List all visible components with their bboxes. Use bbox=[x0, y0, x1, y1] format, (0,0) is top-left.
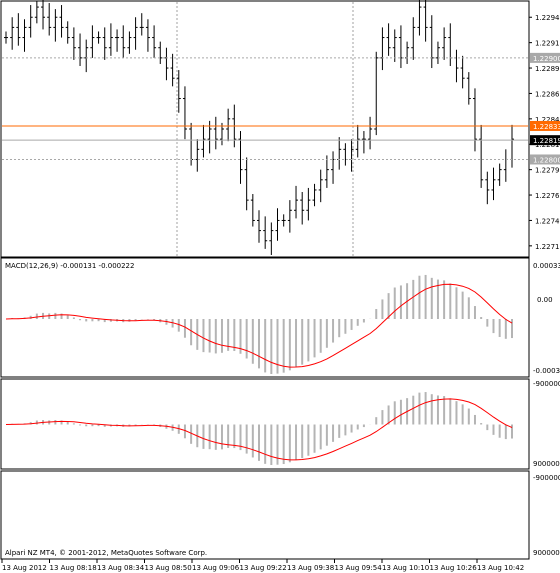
macd-scale-mid: 0.00 bbox=[537, 296, 553, 304]
price-tick-label: 1.22740 bbox=[535, 217, 560, 225]
price-tick-label: 1.22865 bbox=[535, 90, 560, 98]
macd-histogram bbox=[11, 274, 513, 374]
main-price-panel[interactable] bbox=[0, 0, 530, 258]
time-axis: 13 Aug 2012 13 Aug 08:18 13 Aug 08:34 13 Au… bbox=[1, 559, 524, 572]
time-tick-label: 13 Aug 09:38 bbox=[287, 564, 334, 572]
macd-signal-line bbox=[5, 283, 513, 368]
time-tick-label: 13 Aug 2012 bbox=[2, 564, 47, 572]
price-levels bbox=[2, 57, 528, 160]
time-tick-label: 13 Aug 10:42 bbox=[477, 564, 524, 572]
grey-lower-price-label: 1.22800 bbox=[533, 156, 560, 164]
price-tick-label: 1.22890 bbox=[535, 65, 560, 73]
price-axis: 1.229401.229151.228901.228651.228401.228… bbox=[529, 14, 560, 251]
orange-price-box bbox=[530, 120, 560, 131]
indicator3-panel[interactable] bbox=[0, 470, 530, 560]
macd-scale-top: 0.00033 bbox=[533, 262, 560, 270]
price-tick-label: 1.22715 bbox=[535, 243, 560, 251]
grey-upper-price-label: 1.22900 bbox=[533, 55, 560, 63]
time-tick-label: 13 Aug 09:06 bbox=[192, 564, 240, 572]
indicator2-signal-line bbox=[5, 398, 513, 461]
macd-scale-bottom: -0.00037 bbox=[533, 367, 560, 375]
price-tick-label: 1.22915 bbox=[535, 40, 560, 48]
price-tick-label: 1.22765 bbox=[535, 192, 560, 200]
grey-lower-price-box bbox=[530, 154, 560, 165]
time-tick-label: 13 Aug 09:54 bbox=[335, 564, 383, 572]
current-price-box bbox=[530, 135, 560, 146]
indicator3-scale-bottom: 9000000 bbox=[533, 549, 560, 557]
price-bars bbox=[4, 0, 514, 255]
time-tick-label: 13 Aug 08:34 bbox=[97, 564, 145, 572]
price-tick-label: 1.22940 bbox=[535, 14, 560, 22]
price-tick-label: 1.22790 bbox=[535, 167, 560, 175]
time-tick-label: 13 Aug 08:50 bbox=[145, 564, 192, 572]
orange-price-label: 1.22833 bbox=[533, 123, 560, 131]
time-tick-label: 13 Aug 09:22 bbox=[240, 564, 287, 572]
indicator2-scale-bottom: 9000000 bbox=[533, 460, 560, 468]
price-tick-label: 1.22840 bbox=[535, 116, 560, 124]
macd-label: MACD(12,26,9) -0.000131 -0.000222 bbox=[5, 262, 134, 270]
time-tick-label: 13 Aug 10:26 bbox=[430, 564, 478, 572]
indicator3-scale-top: -9000000 bbox=[533, 474, 560, 482]
copyright-text: Alpari NZ MT4, © 2001-2012, MetaQuotes S… bbox=[5, 549, 207, 557]
time-tick-label: 13 Aug 08:18 bbox=[50, 564, 97, 572]
indicator2-scale-top: -9000000 bbox=[533, 380, 560, 388]
price-tick-label: 1.22815 bbox=[535, 141, 560, 149]
time-tick-label: 13 Aug 10:10 bbox=[382, 564, 429, 572]
indicator2-histogram bbox=[11, 392, 513, 465]
grey-upper-price-box bbox=[530, 52, 560, 63]
current-price-label: 1.22819 bbox=[533, 137, 560, 145]
